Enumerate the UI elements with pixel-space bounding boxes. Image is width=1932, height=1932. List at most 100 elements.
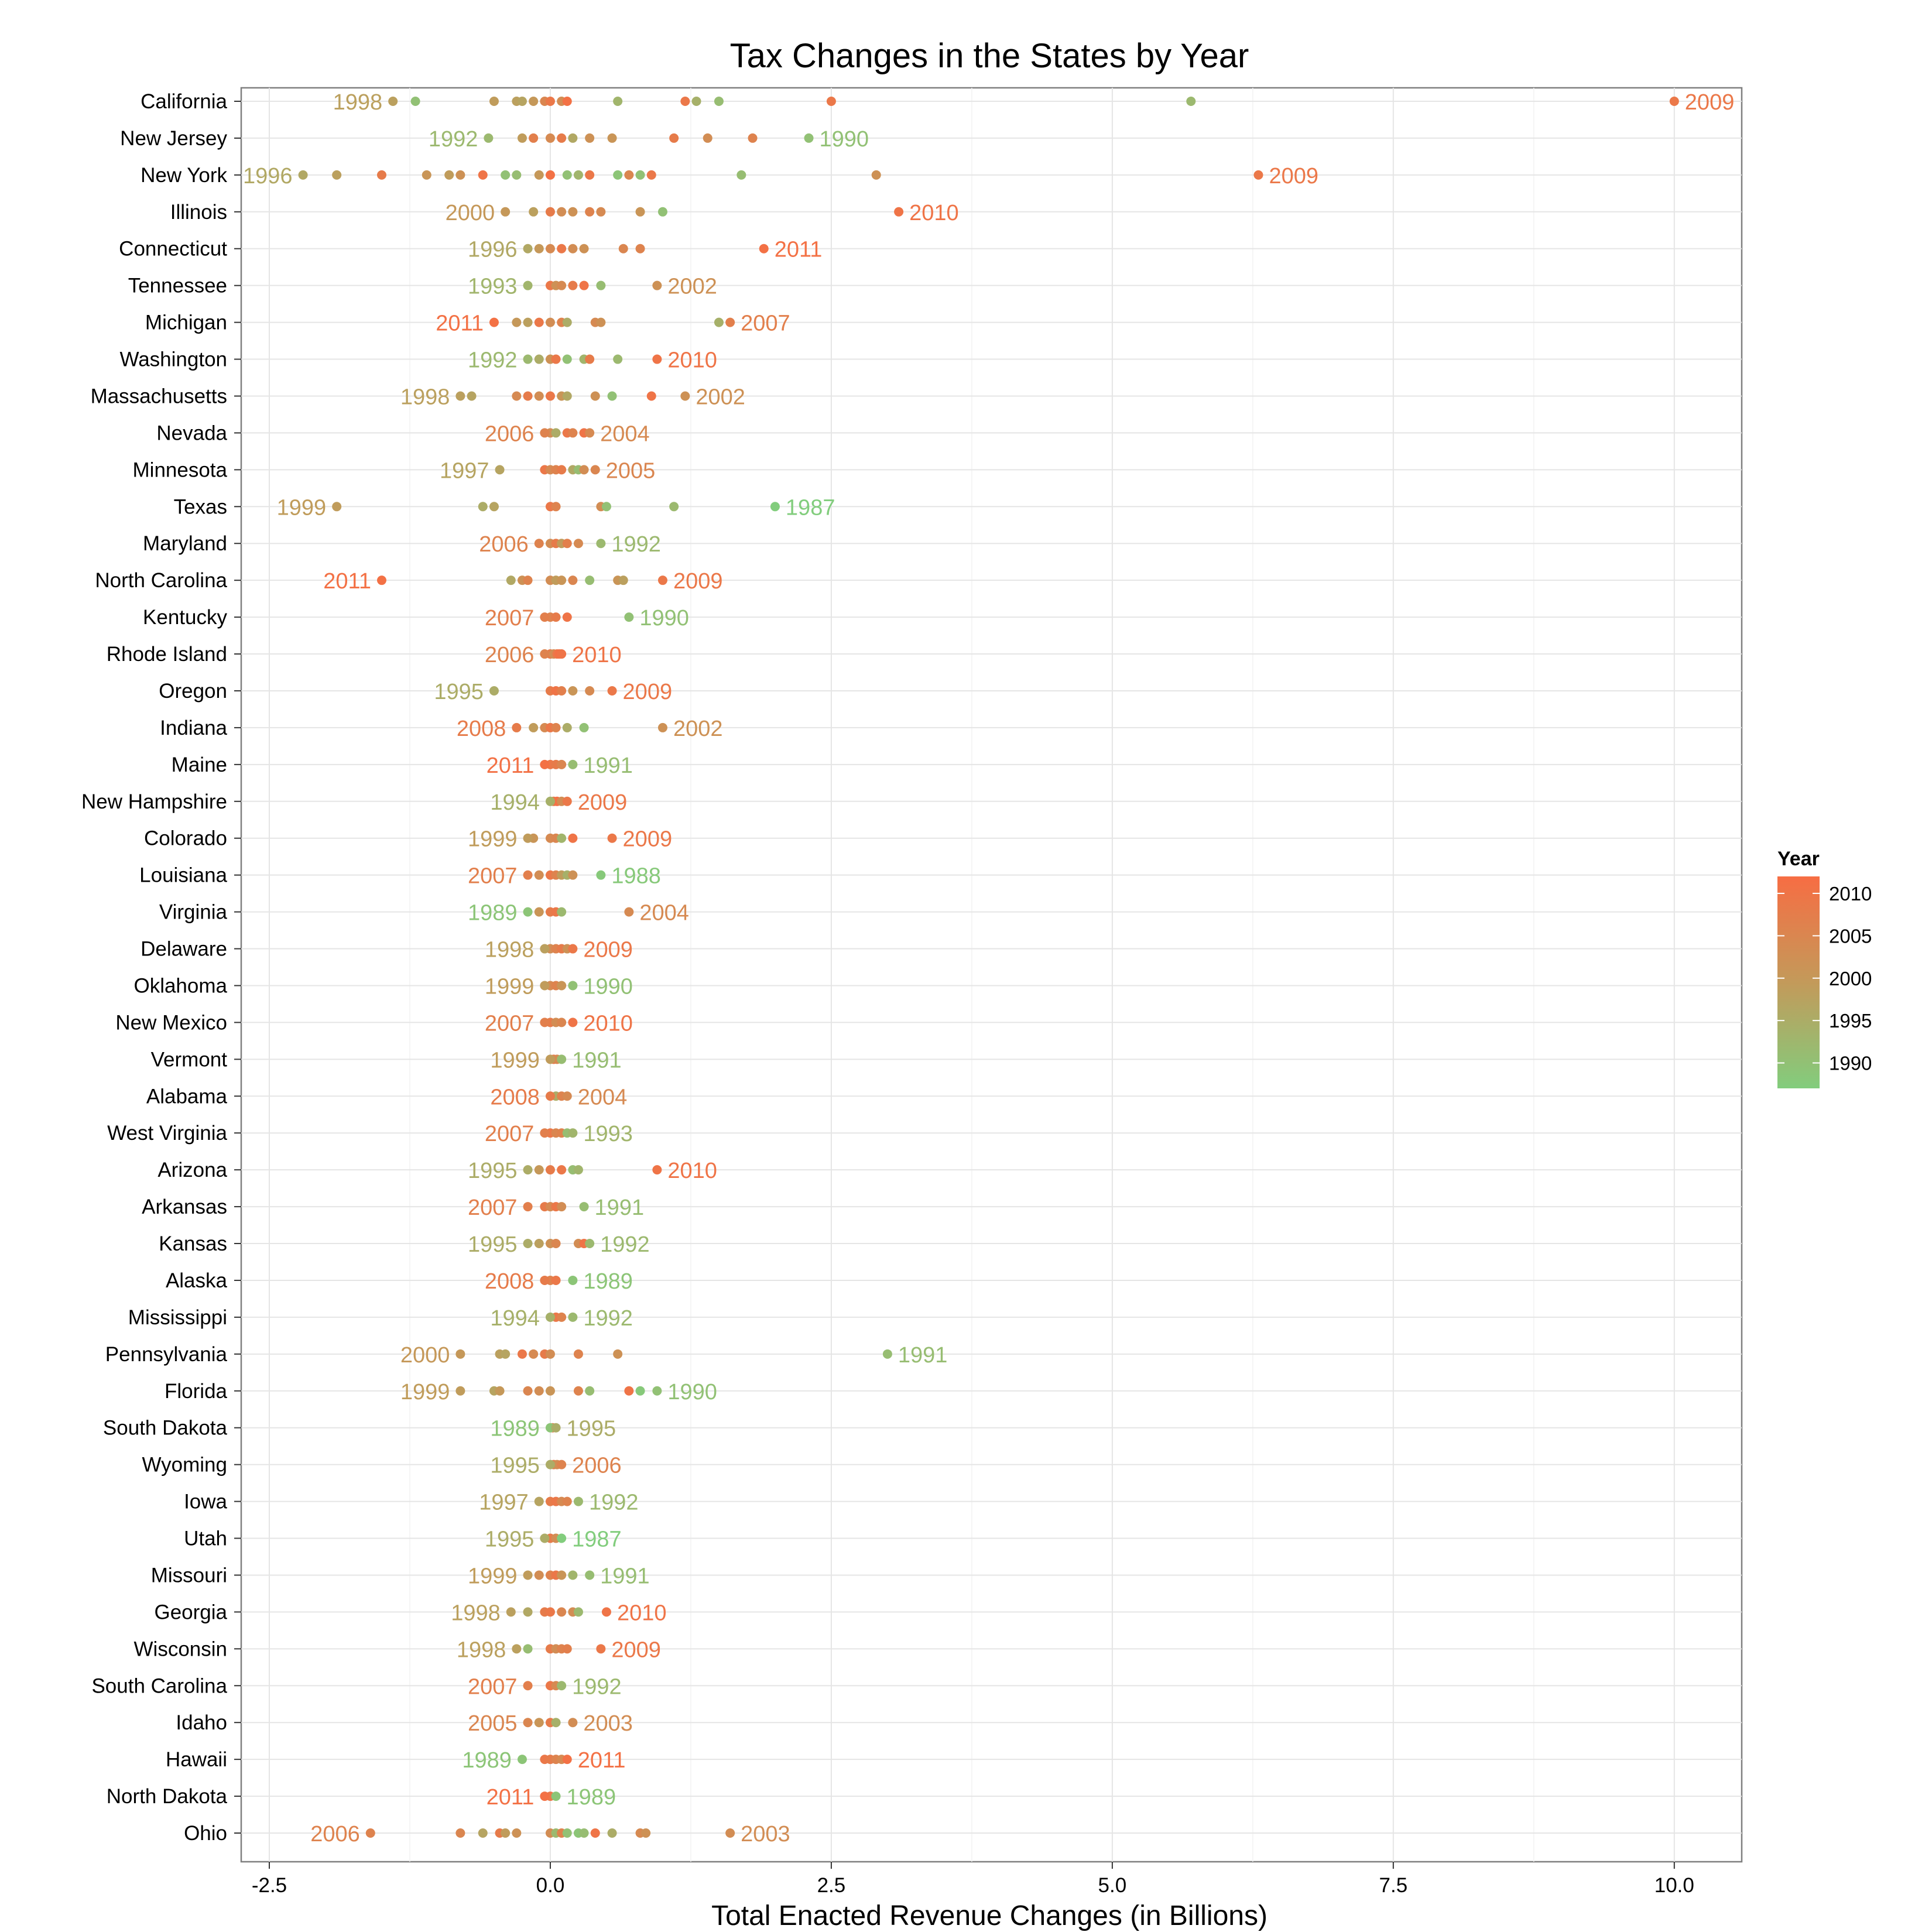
min-year-label: 1998 <box>457 1638 506 1662</box>
data-point <box>585 170 595 180</box>
data-point <box>562 1828 572 1838</box>
min-year-label: 1996 <box>468 238 518 262</box>
max-year-label: 1990 <box>820 127 869 152</box>
data-point <box>737 170 746 180</box>
max-year-label: 2009 <box>623 680 673 704</box>
max-year-label: 2010 <box>909 201 959 225</box>
data-point <box>596 207 606 217</box>
data-point <box>657 576 667 585</box>
data-point <box>410 97 420 106</box>
x-tick-label: -2.5 <box>252 1874 287 1897</box>
data-point <box>635 1386 645 1396</box>
data-point <box>557 1054 567 1064</box>
data-point <box>624 612 634 622</box>
data-point <box>557 1570 567 1580</box>
legend-label: 1995 <box>1829 1010 1872 1032</box>
data-point <box>523 1607 533 1617</box>
data-point <box>613 1349 623 1359</box>
data-point <box>646 391 656 401</box>
min-year-label: 1997 <box>440 458 489 483</box>
data-point <box>557 465 567 475</box>
data-point <box>568 944 578 954</box>
min-year-label: 2006 <box>479 532 529 557</box>
data-point <box>545 1349 555 1359</box>
min-year-label: 1999 <box>490 1048 540 1073</box>
data-point <box>624 170 634 180</box>
data-point <box>540 428 550 438</box>
x-tick-label: 10.0 <box>1654 1874 1694 1897</box>
state-label: New Jersey <box>120 127 227 150</box>
max-year-label: 2002 <box>696 385 745 409</box>
data-point <box>478 502 488 512</box>
data-point <box>641 1828 651 1838</box>
data-point <box>365 1828 375 1838</box>
data-point <box>455 391 465 401</box>
data-point <box>523 1202 533 1212</box>
data-point <box>657 207 667 217</box>
chart-title: Tax Changes in the States by Year <box>730 37 1249 75</box>
data-point <box>568 1312 578 1322</box>
data-point <box>534 244 544 254</box>
state-label: Texas <box>174 495 227 518</box>
state-label: Minnesota <box>133 458 228 481</box>
data-point <box>568 133 578 143</box>
data-point <box>557 833 567 843</box>
data-point <box>652 280 662 290</box>
data-point <box>557 981 567 991</box>
max-year-label: 2009 <box>1269 164 1318 189</box>
data-point <box>523 1165 533 1175</box>
max-year-label: 2005 <box>606 458 656 483</box>
data-point <box>540 1128 550 1138</box>
state-label: Wisconsin <box>134 1638 227 1660</box>
min-year-label: 1994 <box>490 790 540 815</box>
max-year-label: 2009 <box>611 1638 661 1662</box>
data-point <box>568 981 578 991</box>
data-point <box>573 1165 583 1175</box>
data-point <box>540 944 550 954</box>
legend-label: 2000 <box>1829 968 1872 989</box>
data-point <box>579 244 589 254</box>
data-point <box>512 722 522 732</box>
data-point <box>613 170 623 180</box>
data-point <box>551 612 561 622</box>
state-label: Idaho <box>176 1711 227 1734</box>
min-year-label: 1992 <box>468 348 518 373</box>
data-point <box>562 612 572 622</box>
data-point <box>585 354 595 364</box>
data-point <box>523 391 533 401</box>
max-year-label: 2006 <box>572 1454 622 1478</box>
state-label: South Carolina <box>91 1674 227 1697</box>
max-year-label: 1989 <box>583 1269 633 1294</box>
data-point <box>557 907 567 917</box>
max-year-label: 1991 <box>600 1564 650 1588</box>
data-point <box>455 1349 465 1359</box>
data-point <box>534 391 544 401</box>
data-point <box>557 1018 567 1027</box>
data-point <box>714 97 724 106</box>
data-point <box>585 1570 595 1580</box>
data-point <box>495 1386 505 1396</box>
data-point <box>506 1607 516 1617</box>
min-year-label: 2007 <box>485 606 535 631</box>
state-label: Maryland <box>143 532 227 555</box>
data-point <box>596 870 606 880</box>
legend: Year 2010 2005 2000 1995 1990 <box>1777 848 1872 1088</box>
state-label: Kentucky <box>143 606 227 629</box>
max-year-label: 2009 <box>583 938 633 962</box>
min-year-label: 1999 <box>485 974 535 999</box>
data-point <box>669 502 679 512</box>
data-point <box>652 1165 662 1175</box>
data-point <box>596 1644 606 1654</box>
max-year-label: 1995 <box>567 1417 616 1441</box>
min-year-label: 1995 <box>468 1232 518 1257</box>
data-point <box>512 391 522 401</box>
data-point <box>512 1644 522 1654</box>
data-point <box>540 759 550 769</box>
data-point <box>725 317 735 327</box>
data-point <box>871 170 881 180</box>
min-year-label: 1995 <box>468 1159 518 1183</box>
data-point <box>680 97 690 106</box>
max-year-label: 1991 <box>595 1195 645 1220</box>
max-year-label: 2010 <box>617 1601 667 1625</box>
data-point <box>523 870 533 880</box>
